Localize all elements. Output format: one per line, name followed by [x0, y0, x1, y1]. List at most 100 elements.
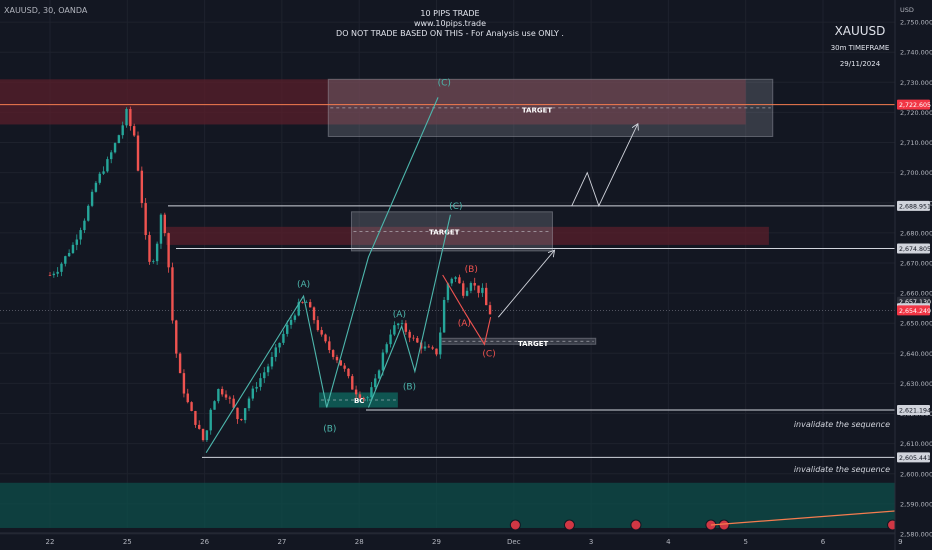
- time-tick-label: Dec: [507, 538, 521, 546]
- candle-body: [175, 320, 178, 354]
- event-trendline: [710, 510, 896, 526]
- candle-body: [247, 398, 251, 409]
- candle-body: [270, 356, 274, 367]
- candle-body: [259, 378, 262, 387]
- horizontal-levels: invalidate the sequence invalidate the se…: [0, 104, 895, 474]
- candle-body: [98, 173, 101, 183]
- candle-body: [328, 341, 331, 351]
- candle-body: [87, 205, 90, 221]
- time-axis[interactable]: 22 25 26 27 28 29 Dec 3 4 5 6 9: [0, 532, 903, 546]
- price-tick-label: 2,710.000: [900, 139, 932, 147]
- price-tick-label: 2,660.000: [900, 290, 932, 298]
- candle-body: [351, 376, 354, 390]
- candle-body: [362, 397, 365, 399]
- candle-body: [282, 333, 285, 343]
- note-line-2: www.10pips.trade: [413, 19, 487, 28]
- candle-body: [163, 214, 166, 234]
- price-tick-label: 2,730.000: [900, 79, 932, 87]
- time-tick-label: 3: [589, 538, 593, 546]
- candle-body: [224, 394, 228, 398]
- candle-body: [324, 334, 327, 342]
- candle-body: [228, 397, 232, 399]
- candle-body: [458, 277, 461, 284]
- candle-body: [278, 342, 281, 348]
- time-tick-label: 28: [355, 538, 364, 546]
- candle-body: [201, 428, 205, 441]
- candle-body: [335, 356, 339, 361]
- price-tick-label: 2,680.000: [900, 229, 932, 237]
- candle-body: [94, 182, 98, 192]
- chart-zones: TARGET TARGET TARGET BC: [0, 78, 895, 528]
- time-tick-label: 6: [821, 538, 826, 546]
- candle-body: [148, 235, 151, 262]
- candle-body: [385, 344, 388, 353]
- price-tick-label: 2,610.000: [900, 440, 932, 448]
- candle-body: [431, 347, 434, 349]
- candle-body: [308, 302, 312, 308]
- projection-arrow: [571, 124, 638, 207]
- candle-body: [240, 419, 243, 421]
- candle-body: [477, 285, 480, 293]
- candle-body: [251, 388, 254, 399]
- price-tick-label: 2,750.000: [900, 19, 932, 27]
- candle-body: [60, 263, 63, 272]
- candlesticks: [48, 106, 492, 442]
- candle-body: [205, 430, 209, 441]
- candle-body: [48, 275, 52, 276]
- price-badge-label: 2,605.441: [899, 455, 931, 462]
- candle-body: [152, 261, 155, 262]
- candle-body: [217, 388, 220, 402]
- candle-body: [408, 331, 411, 338]
- candle-body: [347, 368, 350, 377]
- candle-body: [106, 159, 109, 172]
- candle-body: [167, 233, 170, 268]
- wave-green-primary: [205, 97, 439, 453]
- price-badge: [897, 243, 930, 254]
- candle-body: [358, 394, 362, 398]
- wave-label: (C): [438, 78, 451, 88]
- candle-body: [293, 315, 297, 320]
- candle-body: [481, 287, 484, 293]
- candle-body: [194, 411, 197, 425]
- price-tick-label: 2,740.000: [900, 49, 932, 57]
- candle-body: [427, 346, 431, 348]
- wave-label: (C): [449, 202, 462, 212]
- price-tick-label: 2,670.000: [900, 259, 932, 267]
- price-tick-label: 2,650.000: [900, 320, 932, 328]
- zone-label: TARGET: [522, 106, 553, 114]
- candle-body: [186, 393, 189, 403]
- candle-body: [312, 307, 316, 321]
- candle-body: [64, 256, 67, 264]
- candle-body: [71, 244, 75, 253]
- candle-body: [102, 171, 105, 174]
- event-marker-icon: [509, 519, 521, 531]
- candle-body: [113, 143, 117, 153]
- candle-body: [473, 283, 476, 286]
- candle-body: [243, 408, 247, 421]
- price-axis-unit: USD: [900, 6, 914, 14]
- price-tick-label: 2,600.000: [900, 470, 932, 478]
- info-timeframe: 30m TIMEFRAME: [830, 44, 890, 52]
- note-line-3: DO NOT TRADE BASED ON THIS - For Analysi…: [336, 29, 564, 38]
- candle-body: [377, 370, 381, 379]
- candle-body: [198, 424, 201, 429]
- candle-body: [140, 170, 144, 204]
- time-tick-label: 25: [123, 538, 132, 546]
- candle-body: [320, 330, 323, 335]
- note-line-1: 10 PIPS TRADE: [420, 9, 480, 18]
- chart-annotations: [497, 124, 899, 531]
- candle-body: [220, 388, 224, 395]
- zone-label: BC: [354, 397, 364, 405]
- candle-body: [159, 214, 163, 244]
- candle-body: [354, 389, 358, 395]
- price-badge: [897, 404, 930, 415]
- candle-body: [132, 126, 136, 136]
- price-badge: [897, 200, 930, 211]
- candle-body: [52, 273, 56, 276]
- candle-body: [129, 108, 132, 127]
- candle-body: [117, 135, 121, 144]
- candle-body: [171, 267, 174, 321]
- wave-label: (A): [393, 310, 406, 320]
- price-axis[interactable]: USD 2,580.000 2,590.000 2,600.000 2,610.000 2…: [894, 0, 932, 550]
